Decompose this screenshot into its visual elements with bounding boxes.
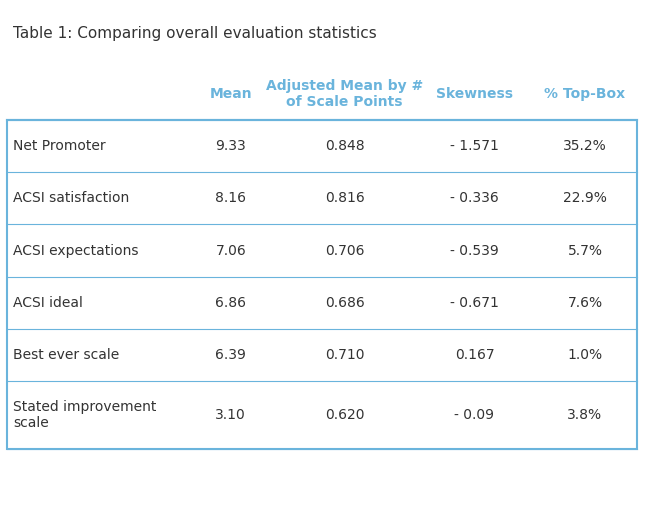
Text: - 0.09: - 0.09: [454, 408, 495, 422]
Text: 8.16: 8.16: [215, 192, 246, 205]
Text: Mean: Mean: [209, 87, 252, 101]
Text: 7.06: 7.06: [215, 244, 246, 257]
Text: Table 1: Comparing overall evaluation statistics: Table 1: Comparing overall evaluation st…: [13, 26, 377, 41]
Text: 6.86: 6.86: [215, 296, 246, 310]
Text: 5.7%: 5.7%: [567, 244, 603, 257]
Text: 6.39: 6.39: [215, 348, 246, 362]
Text: 0.710: 0.710: [325, 348, 364, 362]
Text: Stated improvement
scale: Stated improvement scale: [13, 400, 157, 430]
Text: 0.816: 0.816: [324, 192, 365, 205]
Text: 3.8%: 3.8%: [567, 408, 603, 422]
Text: - 1.571: - 1.571: [450, 139, 499, 153]
Text: 9.33: 9.33: [215, 139, 246, 153]
Text: 3.10: 3.10: [215, 408, 246, 422]
Text: % Top-Box: % Top-Box: [545, 87, 625, 101]
Text: - 0.336: - 0.336: [450, 192, 499, 205]
Text: Adjusted Mean by #
of Scale Points: Adjusted Mean by # of Scale Points: [266, 79, 423, 109]
Text: - 0.539: - 0.539: [450, 244, 499, 257]
Text: ACSI ideal: ACSI ideal: [13, 296, 83, 310]
Text: 0.848: 0.848: [325, 139, 364, 153]
Text: 0.167: 0.167: [455, 348, 494, 362]
Text: 7.6%: 7.6%: [567, 296, 603, 310]
Text: 0.686: 0.686: [324, 296, 365, 310]
Text: 0.620: 0.620: [325, 408, 364, 422]
Text: Best ever scale: Best ever scale: [13, 348, 119, 362]
Text: ACSI expectations: ACSI expectations: [13, 244, 138, 257]
Text: ACSI satisfaction: ACSI satisfaction: [13, 192, 129, 205]
Text: Net Promoter: Net Promoter: [13, 139, 105, 153]
Text: 22.9%: 22.9%: [563, 192, 607, 205]
Text: - 0.671: - 0.671: [450, 296, 499, 310]
Text: 1.0%: 1.0%: [567, 348, 603, 362]
Text: Skewness: Skewness: [436, 87, 513, 101]
Text: 0.706: 0.706: [325, 244, 364, 257]
Text: 35.2%: 35.2%: [563, 139, 607, 153]
